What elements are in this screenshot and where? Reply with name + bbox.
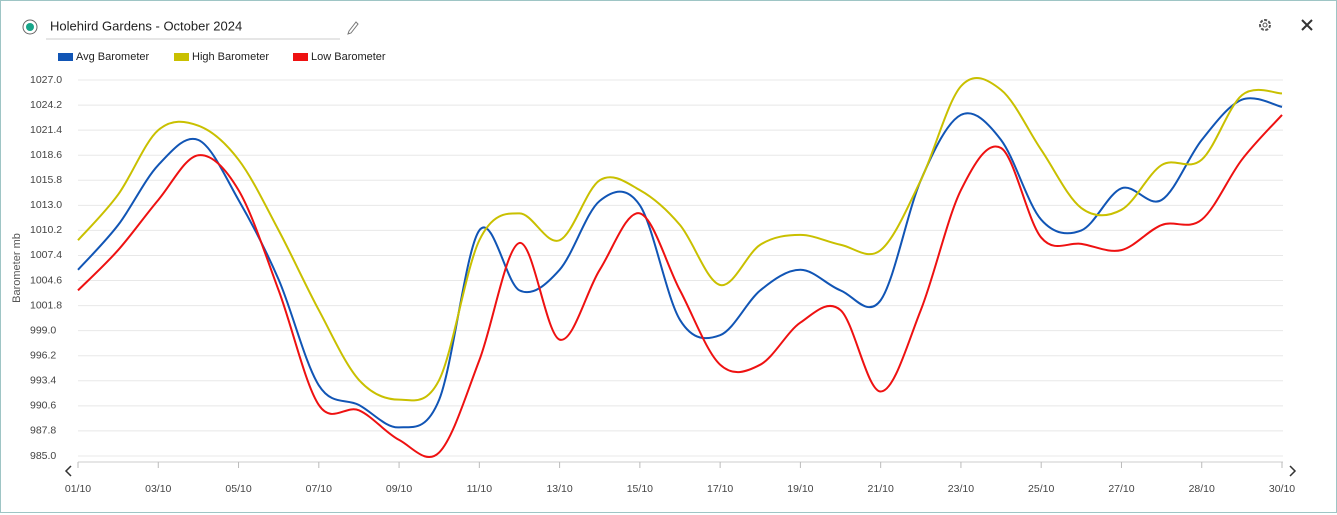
y-tick-label: 999.0 bbox=[30, 324, 56, 336]
y-tick-label: 987.8 bbox=[30, 425, 56, 437]
x-tick-label: 03/10 bbox=[145, 483, 171, 495]
x-tick-label: 11/10 bbox=[467, 483, 493, 495]
gear-inner bbox=[1262, 22, 1268, 28]
y-tick-label: 1001.8 bbox=[30, 299, 62, 311]
y-axis-label: Barometer mb bbox=[11, 233, 23, 303]
legend-label: Avg Barometer bbox=[76, 51, 150, 63]
x-tick-label: 30/10 bbox=[1269, 483, 1295, 495]
series-line bbox=[77, 97, 1283, 429]
x-tick-label: 17/10 bbox=[707, 483, 733, 495]
x-tick-label: 01/10 bbox=[65, 483, 91, 495]
legend-label: High Barometer bbox=[192, 51, 269, 63]
y-tick-label: 996.2 bbox=[30, 350, 56, 362]
x-tick-label: 23/10 bbox=[948, 483, 974, 495]
y-tick-label: 1007.4 bbox=[30, 249, 62, 261]
x-tick-label: 07/10 bbox=[306, 483, 332, 495]
prev-arrow[interactable] bbox=[64, 465, 72, 477]
legend-swatch bbox=[174, 53, 189, 61]
x-tick-label: 25/10 bbox=[1028, 483, 1054, 495]
legend-label: Low Barometer bbox=[311, 51, 386, 63]
y-tick-label: 993.4 bbox=[30, 375, 56, 387]
series-line bbox=[77, 114, 1283, 459]
edit-icon[interactable] bbox=[347, 21, 359, 35]
x-tick-label: 27/10 bbox=[1108, 483, 1134, 495]
x-tick-label: 05/10 bbox=[225, 483, 251, 495]
y-tick-label: 1013.0 bbox=[30, 199, 62, 211]
legend-swatch bbox=[293, 53, 308, 61]
y-tick-label: 1021.4 bbox=[30, 124, 62, 136]
next-arrow[interactable] bbox=[1289, 465, 1297, 477]
legend-swatch bbox=[58, 53, 73, 61]
x-tick-label: 19/10 bbox=[787, 483, 813, 495]
series-line bbox=[77, 76, 1283, 402]
y-tick-label: 1015.8 bbox=[30, 174, 62, 186]
y-tick-label: 1010.2 bbox=[30, 224, 62, 236]
widget-title[interactable]: Holehird Gardens - October 2024 bbox=[50, 18, 242, 33]
x-tick-label: 15/10 bbox=[627, 483, 653, 495]
y-tick-label: 1024.2 bbox=[30, 99, 62, 111]
gear-outer bbox=[1259, 19, 1271, 31]
y-tick-label: 985.0 bbox=[30, 450, 56, 462]
x-tick-label: 09/10 bbox=[386, 483, 412, 495]
x-tick-label: 21/10 bbox=[868, 483, 894, 495]
y-tick-label: 1004.6 bbox=[30, 274, 62, 286]
settings-icon[interactable] bbox=[1259, 19, 1271, 31]
x-tick-label: 13/10 bbox=[546, 483, 572, 495]
y-tick-label: 1027.0 bbox=[30, 74, 62, 86]
y-tick-label: 1018.6 bbox=[30, 149, 62, 161]
status-dot bbox=[26, 23, 34, 31]
close-icon[interactable] bbox=[1301, 19, 1313, 31]
x-tick-label: 28/10 bbox=[1189, 483, 1215, 495]
y-tick-label: 990.6 bbox=[30, 400, 56, 412]
